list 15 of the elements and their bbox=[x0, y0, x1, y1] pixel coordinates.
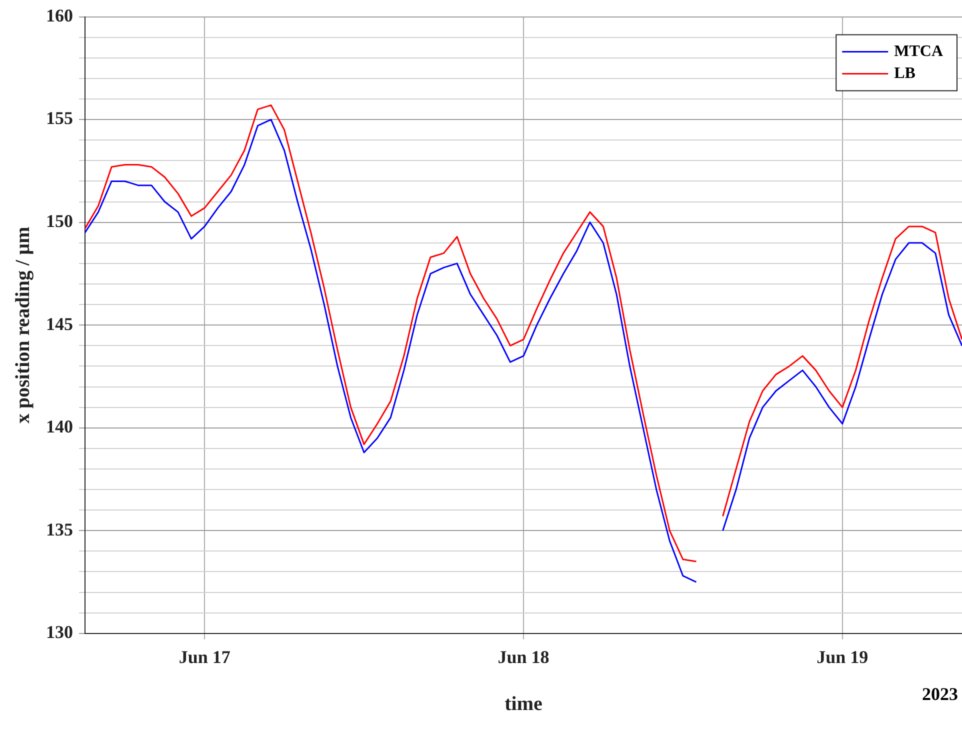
y-tick-label: 150 bbox=[46, 210, 73, 231]
y-tick-label: 155 bbox=[46, 108, 73, 128]
legend-label: LB bbox=[894, 64, 916, 82]
x-tick-label: Jun 17 bbox=[178, 646, 230, 667]
y-tick-label: 145 bbox=[46, 314, 73, 334]
text: 2023 bbox=[922, 684, 958, 704]
y-tick-label: 130 bbox=[46, 622, 73, 642]
y-axis-title: x position reading / µm bbox=[12, 226, 34, 424]
y-tick-label: 135 bbox=[46, 519, 73, 540]
y-tick-label: 160 bbox=[46, 5, 73, 26]
y-tick-label: 140 bbox=[46, 416, 73, 437]
x-tick-label: Jun 18 bbox=[498, 646, 550, 667]
x-axis-title: time bbox=[504, 693, 542, 716]
legend-label: MTCA bbox=[894, 42, 944, 60]
x-tick-label: Jun 19 bbox=[816, 646, 868, 667]
